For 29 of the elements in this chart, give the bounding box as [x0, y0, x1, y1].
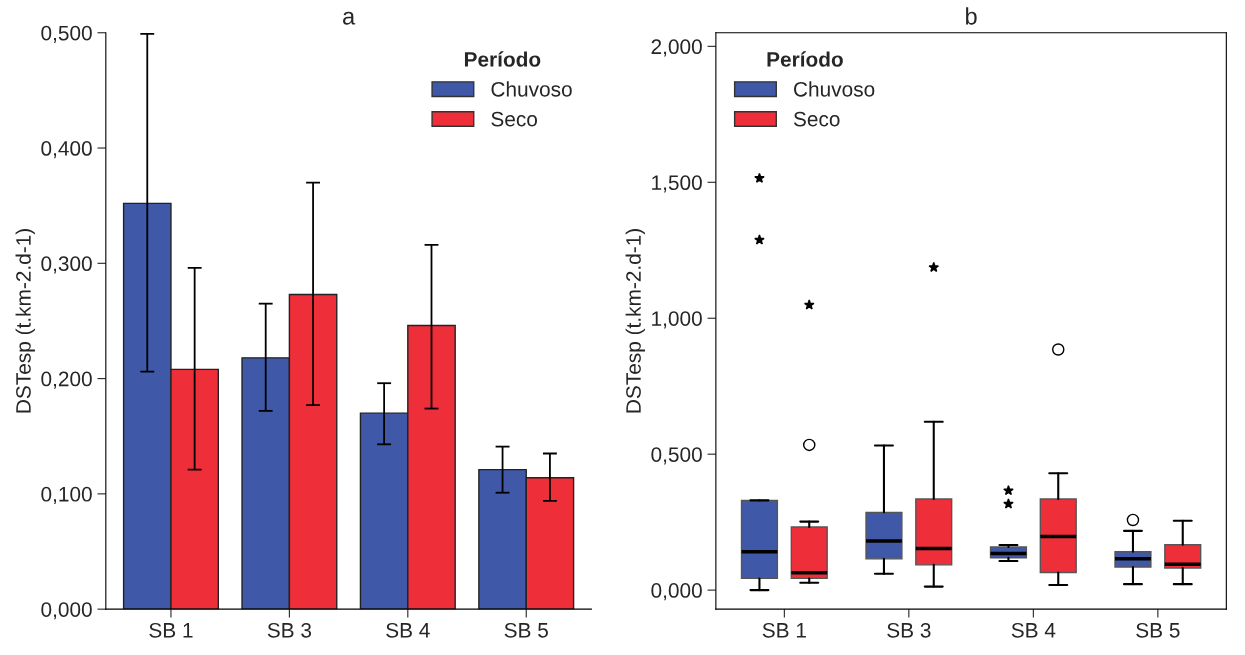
y-tick-label: 0,500: [651, 447, 702, 465]
y-tick-label: 0,500: [41, 25, 92, 43]
chart-title: b: [966, 7, 977, 25]
x-tick-label: SB 5: [1136, 622, 1180, 638]
y-axis-title: DSTesp (t.km-2.d-1): [15, 229, 35, 413]
x-tick-label: SB 5: [504, 622, 548, 638]
x-tick-label: SB 4: [1011, 622, 1056, 638]
y-tick-label: 2,000: [651, 39, 702, 57]
legend-label: Chuvoso: [794, 81, 875, 97]
legend-title: Período: [464, 51, 541, 67]
x-tick-label: SB 1: [149, 622, 193, 638]
y-axis-title: DSTesp (t.km-2.d-1): [625, 229, 645, 413]
y-tick-label: 0,100: [41, 486, 92, 505]
y-tick-label: 0,300: [41, 256, 92, 274]
x-tick-label: SB 1: [762, 622, 806, 638]
x-tick-label: SB 4: [386, 622, 430, 638]
legend-label: Seco: [491, 111, 538, 127]
legend-title: Período: [767, 51, 843, 67]
y-tick-label: 0,000: [651, 583, 702, 601]
y-tick-label: 1,500: [652, 175, 702, 193]
y-tick-label: 0,000: [41, 602, 92, 620]
y-tick-label: 0,200: [41, 371, 92, 389]
x-tick-label: SB 3: [267, 622, 312, 638]
x-tick-label: SB 3: [887, 622, 931, 638]
y-tick-label: 1,000: [652, 311, 702, 329]
legend-label: Chuvoso: [491, 81, 572, 97]
chart-title: a: [343, 11, 356, 25]
y-tick-label: 0,400: [41, 141, 92, 159]
legend-label: Seco: [793, 111, 840, 127]
